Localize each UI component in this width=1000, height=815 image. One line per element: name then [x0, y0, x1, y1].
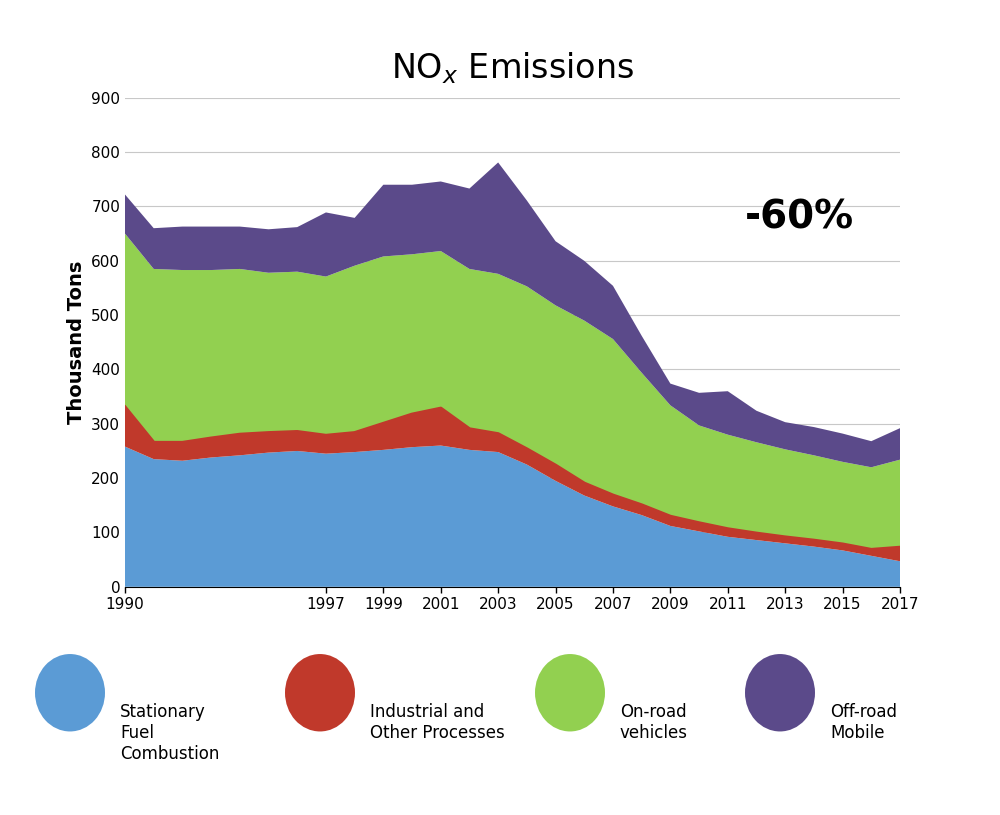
Ellipse shape — [535, 654, 605, 732]
Y-axis label: Thousand Tons: Thousand Tons — [67, 261, 86, 424]
Ellipse shape — [745, 654, 815, 732]
Text: Industrial and
Other Processes: Industrial and Other Processes — [370, 703, 505, 742]
Text: -60%: -60% — [745, 198, 854, 236]
Text: On-road
vehicles: On-road vehicles — [620, 703, 688, 742]
Text: Stationary
Fuel
Combustion: Stationary Fuel Combustion — [120, 703, 219, 763]
Ellipse shape — [285, 654, 355, 732]
Text: Off-road
Mobile: Off-road Mobile — [830, 703, 897, 742]
Ellipse shape — [35, 654, 105, 732]
Title: NO$_x$ Emissions: NO$_x$ Emissions — [391, 51, 634, 86]
